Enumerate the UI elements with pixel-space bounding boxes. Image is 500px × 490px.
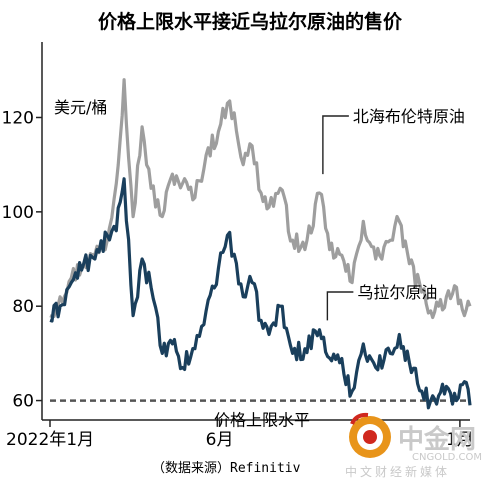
source-note: （数据来源）Refinitiv [152,461,301,476]
y-tick-label: 60 [12,392,34,412]
x-ticks: 2022年1月 6月 1月 [6,420,474,450]
series-leader-line [322,115,349,175]
watermark: 中金网 CNGOLD.COM 中文财经新媒体 [345,412,482,479]
watermark-domain: CNGOLD.COM [412,452,482,463]
y-tick-label: 120 [2,108,34,128]
series-line-2 [49,177,472,410]
y-tick-label: 100 [2,203,34,223]
watermark-logo-icon [349,412,391,458]
series-group [49,78,472,410]
unit-label: 美元/桶 [54,98,107,117]
watermark-tagline: 中文财经新媒体 [345,464,450,479]
y-tick-label: 80 [12,297,34,317]
chart-title: 价格上限水平接近乌拉尔原油的售价 [98,10,403,33]
axes [41,42,470,421]
watermark-brand: 中金网 [398,424,476,455]
price-cap-label: 价格上限水平 [214,411,310,430]
y-ticks: 60 80 100 120 [2,108,42,412]
reference-line-group: 价格上限水平 [50,399,468,430]
series-leader-line [326,291,354,321]
series-line-1 [49,78,472,320]
series-name-label: 北海布伦特原油 [353,107,465,126]
series-name-label: 乌拉尔原油 [357,283,437,302]
x-tick-label: 1月 [446,430,474,450]
x-tick-label: 6月 [206,430,234,450]
x-tick-label: 2022年1月 [6,430,94,450]
